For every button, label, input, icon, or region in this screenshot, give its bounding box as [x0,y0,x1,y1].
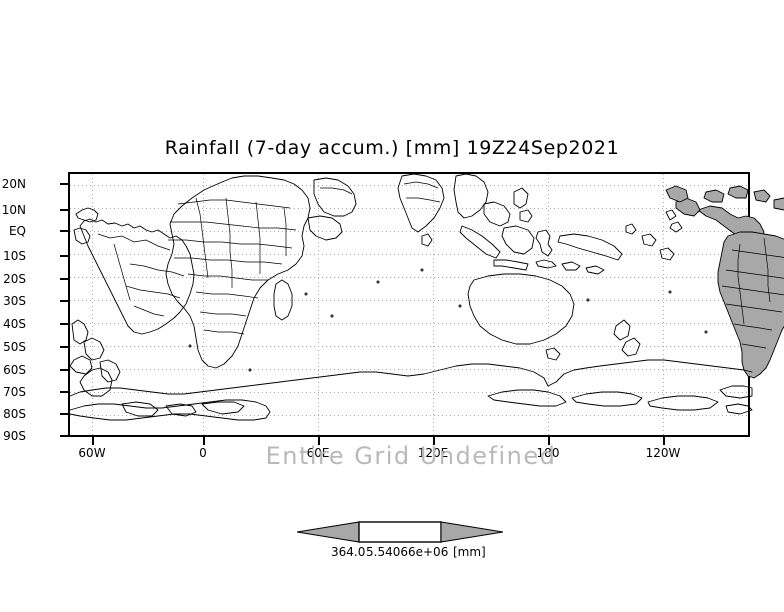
y-tick-mark [60,183,68,185]
y-tick-label: 60S [3,363,26,377]
x-tick-label: 120W [645,446,681,460]
y-tick-label: 10N [1,203,26,217]
colorbar-extend-left [297,521,360,543]
colorbar[interactable] [297,519,503,545]
x-tick-mark [203,437,205,445]
y-tick-label: 10S [3,249,26,263]
colorbar-extend-right [440,521,503,543]
y-tick-label: 70S [3,385,26,399]
map-plot-area[interactable]: Entire Grid Undefined [68,172,784,470]
x-tick-mark [663,437,665,445]
x-tick-label: 180 [536,446,560,460]
x-tick-label: 60W [78,446,106,460]
colorbar-center-box [358,521,442,543]
y-tick-mark [60,255,68,257]
y-tick-label: EQ [8,224,26,238]
y-tick-label: 40S [3,317,26,331]
y-tick-mark [60,300,68,302]
colorbar-units-label: [mm] [453,545,486,559]
y-tick-label: 50S [3,340,26,354]
world-map-graphic [69,173,784,421]
x-tick-label: 0 [199,446,207,460]
y-tick-mark [60,391,68,393]
colorbar-tick-label-min: 364.0 [331,545,366,559]
x-tick-mark [433,437,435,445]
y-tick-mark [60,369,68,371]
y-tick-mark [60,435,68,437]
x-tick-mark [318,437,320,445]
x-tick-mark [92,437,94,445]
y-tick-mark [60,413,68,415]
y-tick-mark [60,346,68,348]
y-tick-label: 30S [3,294,26,308]
colorbar-tick-label-max: 5.54066e+06 [366,545,449,559]
y-tick-label: 20N [1,177,26,191]
y-tick-label: 80S [3,407,26,421]
colorbar-labels: 364.0 5.54066e+06 [mm] [0,545,784,561]
y-tick-mark [60,323,68,325]
x-tick-label: 60E [306,446,330,460]
x-tick-mark [548,437,550,445]
y-tick-mark [60,230,68,232]
y-tick-label: 20S [3,272,26,286]
y-tick-mark [60,209,68,211]
y-tick-label: 90S [3,429,26,443]
page-title: Rainfall (7-day accum.) [mm] 19Z24Sep202… [164,137,620,159]
x-tick-label: 120E [417,446,449,460]
y-tick-mark [60,278,68,280]
